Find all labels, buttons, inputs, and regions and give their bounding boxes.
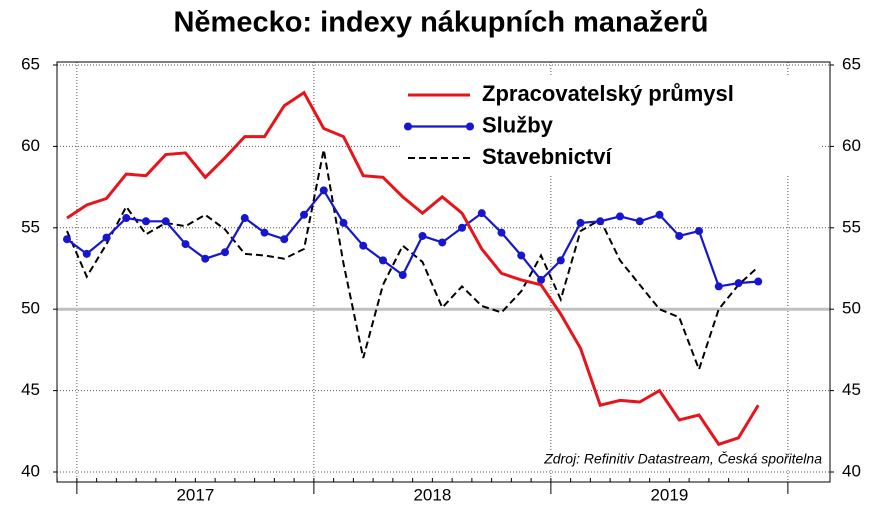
series-marker: [655, 210, 664, 219]
series-marker: [201, 254, 210, 263]
legend-label: Stavebnictví: [482, 144, 612, 169]
series-marker: [122, 214, 131, 223]
series-marker: [754, 277, 763, 286]
series-marker: [379, 256, 387, 265]
legend-label: Zpracovatelský průmysl: [482, 81, 734, 106]
source-bg: [478, 450, 826, 470]
legend-marker: [404, 122, 412, 131]
y-tick-label: 60: [21, 136, 40, 155]
y-tick-label: 40: [21, 461, 40, 480]
y2-tick-label: 50: [842, 299, 861, 318]
series-marker: [63, 235, 71, 244]
series-marker: [339, 218, 348, 227]
y2-tick-label: 60: [842, 136, 861, 155]
series-marker: [675, 231, 684, 240]
series-marker: [359, 241, 368, 250]
source-note: Zdroj: Refinitiv Datastream, Česká spoři…: [543, 451, 822, 467]
x-year-label: 2017: [176, 485, 214, 504]
series-marker: [319, 186, 328, 195]
series-marker: [714, 282, 723, 291]
legend-label: Služby: [482, 112, 554, 137]
legend-marker: [466, 122, 474, 131]
series-marker: [102, 233, 111, 242]
series-marker: [458, 223, 466, 232]
series-marker: [398, 271, 407, 280]
series-marker: [616, 212, 624, 221]
series-marker: [142, 217, 150, 226]
series-marker: [82, 249, 91, 258]
series-marker: [418, 231, 427, 240]
series-marker: [240, 214, 249, 223]
series-marker: [477, 209, 486, 218]
y2-tick-label: 40: [842, 461, 861, 480]
series-marker: [734, 279, 743, 288]
series-marker: [556, 256, 565, 265]
series-marker: [635, 217, 644, 226]
series-marker: [260, 228, 269, 237]
series-marker: [181, 240, 190, 249]
x-year-label: 2018: [413, 485, 451, 504]
series-marker: [497, 228, 506, 237]
y2-tick-label: 45: [842, 380, 861, 399]
series-line: [66, 90, 760, 447]
series-marker: [438, 238, 447, 247]
series-marker: [576, 218, 585, 227]
series-marker: [596, 217, 605, 226]
x-year-label: 2019: [650, 485, 688, 504]
y-tick-label: 50: [21, 299, 40, 318]
y-tick-label: 65: [21, 54, 40, 73]
series-marker: [537, 275, 545, 284]
y-tick-label: 55: [21, 217, 40, 236]
series-marker: [517, 251, 526, 260]
series-marker: [221, 248, 229, 257]
series-marker: [161, 217, 170, 226]
series-marker: [695, 227, 703, 236]
plot-frame: [56, 61, 831, 483]
y-tick-label: 45: [21, 380, 40, 399]
series-marker: [280, 235, 289, 244]
y2-tick-label: 55: [842, 217, 861, 236]
series-marker: [300, 210, 308, 219]
chart-title: Německo: indexy nákupních manažerů: [173, 7, 708, 39]
y2-tick-label: 65: [842, 54, 861, 73]
